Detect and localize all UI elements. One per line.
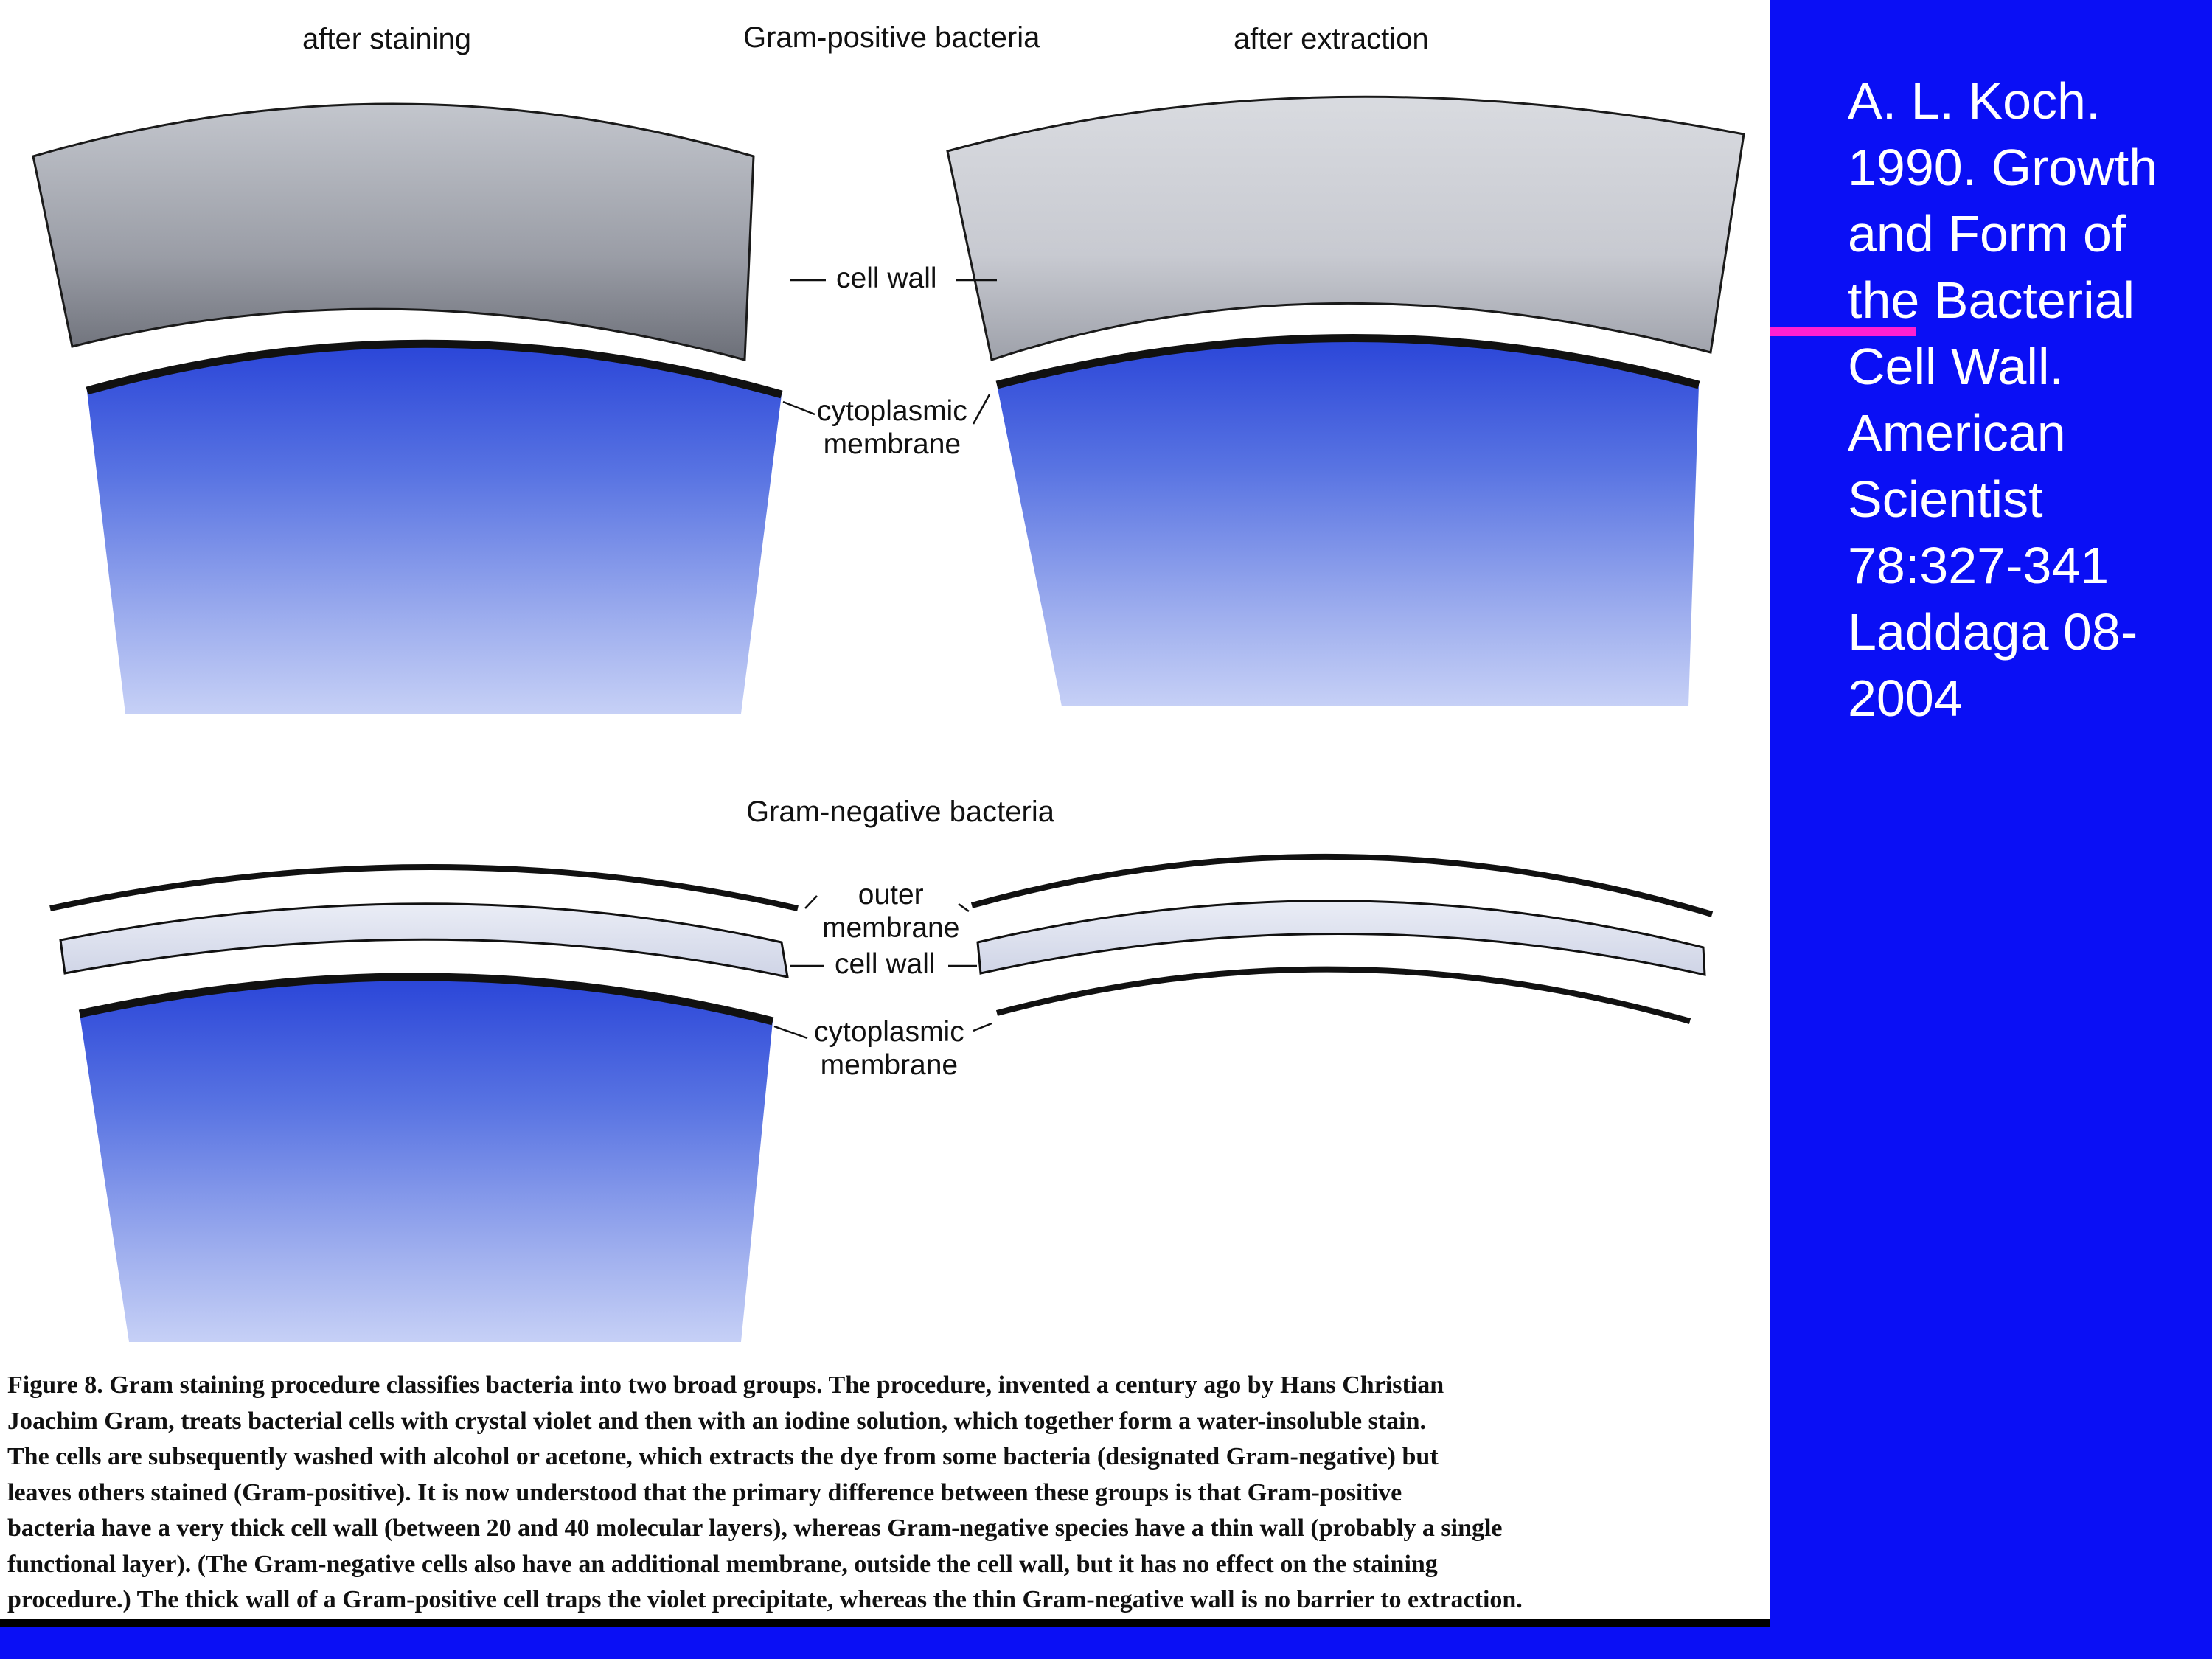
citation-line: 2004: [1848, 669, 1963, 727]
figure-panel: after staining Gram-positive bacteria af…: [0, 0, 1770, 1627]
figure-bottom-rule: [0, 1619, 1770, 1627]
caption-line-text: Gram staining procedure classifies bacte…: [102, 1371, 1444, 1399]
citation-line: Laddaga 08-: [1848, 603, 2138, 661]
gram-positive-extracted-cell-wall: [946, 95, 1745, 361]
caption-line: Figure 8. Gram staining procedure classi…: [7, 1368, 1766, 1404]
citation-line: A. L. Koch.: [1848, 72, 2101, 130]
citation-line: Scientist: [1848, 470, 2043, 528]
gram-positive-stained-cytoplasm: [87, 344, 782, 714]
gram-negative-stained-outer-membrane: [49, 864, 799, 911]
label-outer-line1: outer: [858, 879, 924, 911]
citation-line: the Bacterial: [1848, 271, 2135, 329]
citation-text: A. L. Koch. 1990. Growth and Form of the…: [1848, 68, 2194, 731]
header-after-extraction: after extraction: [1234, 23, 1429, 55]
label-cytoplasmic-membrane-top: cytoplasmic membrane: [817, 395, 967, 462]
label-cell-wall-top: cell wall: [836, 262, 937, 294]
label-cytoplasmic-bottom-line1: cytoplasmic: [814, 1016, 964, 1048]
citation-line: Cell Wall.: [1848, 338, 2064, 395]
gram-positive-stained-cell-wall: [32, 102, 755, 361]
caption-figure-label: Figure 8.: [7, 1371, 103, 1399]
header-gram-positive-bacteria: Gram-positive bacteria: [743, 21, 1040, 54]
figure-caption: Figure 8. Gram staining procedure classi…: [7, 1368, 1766, 1618]
pointer-line: [1770, 327, 1916, 336]
leader-lines-bottom: [773, 895, 992, 1040]
gram-positive-extracted-cytoplasmic-membrane: [995, 334, 1700, 389]
label-cytoplasmic-membrane-bottom: cytoplasmic membrane: [814, 1016, 964, 1082]
caption-line: The cells are subsequently washed with a…: [7, 1443, 1439, 1470]
label-outer-membrane: outer membrane: [822, 879, 959, 945]
leader-lines-top: [782, 279, 997, 425]
gram-negative-extracted-outer-membrane: [970, 853, 1714, 917]
gram-positive-stained-cytoplasmic-membrane: [86, 339, 783, 399]
header-gram-negative-bacteria: Gram-negative bacteria: [746, 796, 1054, 828]
citation-line: 1990. Growth: [1848, 139, 2158, 196]
label-cell-wall-bottom: cell wall: [835, 948, 936, 980]
citation-line: 78:327-341: [1848, 537, 2110, 594]
citation-line: and Form of: [1848, 205, 2126, 262]
label-outer-line2: membrane: [822, 911, 960, 944]
gram-negative-stained-cytoplasm: [80, 976, 773, 1342]
label-cytoplasmic-bottom-line2: membrane: [820, 1048, 959, 1081]
label-cytoplasmic-top-line2: membrane: [823, 428, 961, 460]
header-after-staining: after staining: [302, 23, 472, 55]
caption-line: leaves others stained (Gram-positive). I…: [7, 1478, 1402, 1506]
label-cytoplasmic-top-line1: cytoplasmic: [817, 395, 967, 427]
gram-positive-extracted-cytoplasm: [997, 338, 1699, 706]
caption-line: functional layer). (The Gram-negative ce…: [7, 1550, 1438, 1578]
caption-line: Joachim Gram, treats bacterial cells wit…: [7, 1407, 1427, 1435]
gram-negative-extracted-cytoplasmic-membrane: [995, 966, 1691, 1024]
gram-negative-stained-cell-wall: [59, 902, 789, 978]
gram-negative-stained-cytoplasmic-membrane: [78, 973, 774, 1026]
gram-stain-diagram: [32, 95, 1745, 1342]
caption-line: bacteria have a very thick cell wall (be…: [7, 1514, 1503, 1542]
citation-line: American: [1848, 404, 2066, 462]
caption-line: procedure.) The thick wall of a Gram-pos…: [7, 1586, 1523, 1613]
gram-negative-extracted-cell-wall: [976, 900, 1706, 976]
